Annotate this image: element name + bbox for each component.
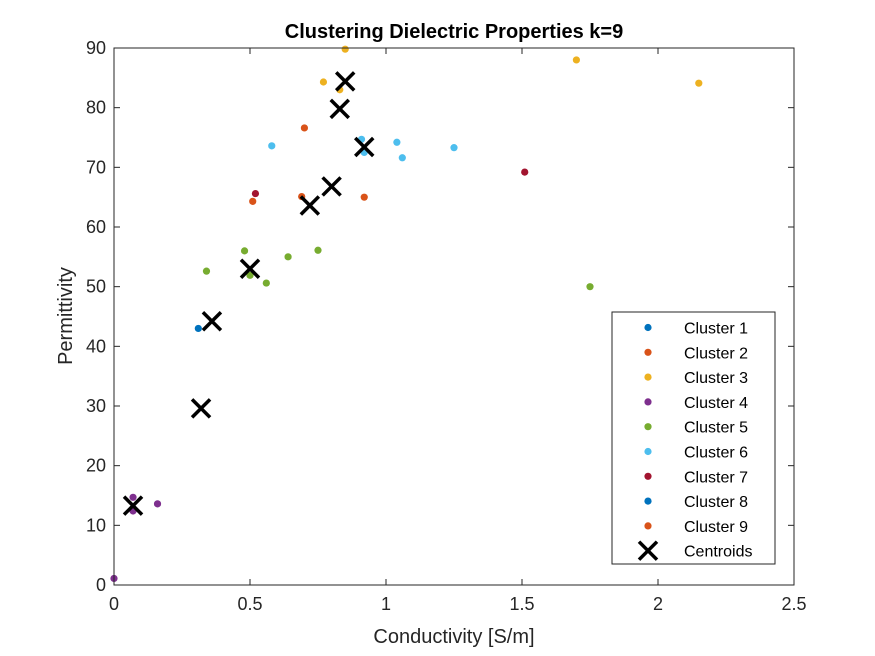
data-point-cluster-6	[268, 142, 276, 150]
centroid-marker	[201, 311, 223, 332]
data-point-cluster-3	[341, 45, 349, 53]
data-point-cluster-6	[450, 144, 458, 152]
legend-marker-cluster-5	[644, 423, 652, 431]
legend-box	[611, 311, 776, 565]
legend-entry-label: Cluster 5	[684, 420, 748, 437]
data-point-cluster-4	[129, 493, 137, 501]
x-tick-label: 0	[109, 594, 119, 614]
x-tick-label: 0.5	[237, 594, 262, 614]
x-tick-label: 1	[381, 594, 391, 614]
data-point-cluster-5	[202, 267, 211, 275]
centroid-marker-stroke	[239, 258, 261, 280]
centroid-marker-stroke	[122, 495, 144, 516]
data-point-cluster-5	[240, 247, 249, 255]
data-point-cluster-3	[695, 79, 703, 87]
data-point-cluster-6	[393, 138, 401, 146]
legend: Cluster 1 Cluster 2 Cluster 3 Cluster 4 Clus…	[611, 311, 776, 565]
legend-marker-centroids-stroke	[637, 540, 659, 561]
y-tick-label: 0	[96, 575, 106, 595]
legend-entry-label: Cluster 9	[684, 519, 748, 536]
centroid-marker	[122, 495, 144, 516]
legend-marker-centroids	[637, 540, 659, 561]
centroid-marker-stroke	[299, 195, 321, 216]
x-tick-label: 1.5	[509, 594, 534, 614]
legend-marker-cluster-2	[644, 348, 652, 356]
centroid-marker	[334, 71, 356, 92]
axis-ticks: 0 0.5 1 1.5 2 2.5 0 10 20 30 40 50 60 70 80 90	[86, 38, 807, 614]
x-tick-label: 2.5	[781, 594, 806, 614]
legend-marker-cluster-3	[644, 373, 652, 381]
legend-entry-label: Cluster 2	[684, 345, 748, 362]
legend-entry-label: Centroids	[684, 544, 752, 561]
y-tick-label: 30	[86, 396, 106, 416]
legend-entry-label: Cluster 3	[684, 370, 748, 387]
legend-marker-cluster-1	[644, 323, 652, 332]
data-point-cluster-5	[262, 279, 270, 287]
centroid-marker-stroke	[321, 176, 342, 197]
centroid-marker	[329, 98, 350, 120]
centroid-marker-stroke	[201, 311, 223, 332]
y-axis-label: Permittivity	[55, 267, 77, 365]
legend-marker-cluster-9	[644, 522, 652, 530]
legend-marker-cluster-7	[644, 472, 652, 480]
centroid-marker	[321, 176, 342, 197]
data-point-cluster-1	[194, 324, 202, 333]
data-point-cluster-5	[314, 246, 322, 254]
centroid-marker	[239, 258, 261, 280]
data-point-cluster-2	[360, 193, 368, 201]
centroid-marker-stroke	[329, 98, 350, 120]
data-point-cluster-6	[398, 154, 406, 162]
data-point-cluster-3	[572, 56, 581, 64]
centroid-marker-stroke	[190, 398, 212, 419]
y-tick-label: 20	[86, 456, 106, 476]
legend-entry-label: Cluster 8	[684, 494, 748, 511]
y-tick-label: 60	[86, 217, 106, 237]
centroid-marker	[190, 398, 212, 419]
data-point-cluster-7	[251, 189, 260, 198]
centroid-marker-stroke	[354, 136, 375, 158]
centroid-marker-stroke	[334, 71, 356, 92]
y-tick-label: 90	[86, 38, 106, 58]
centroid-marker	[354, 136, 375, 158]
x-axis-label: Conductivity [S/m]	[373, 626, 534, 648]
y-tick-label: 10	[86, 515, 106, 535]
y-tick-label: 70	[86, 157, 106, 177]
centroid-marker	[299, 195, 321, 216]
data-points	[110, 45, 703, 583]
legend-entry-label: Cluster 6	[684, 445, 748, 462]
data-point-cluster-5	[246, 271, 254, 279]
y-tick-label: 50	[86, 277, 106, 297]
y-tick-label: 40	[86, 336, 106, 356]
plot-frame	[113, 47, 795, 586]
y-tick-label: 80	[86, 98, 106, 118]
legend-entry-label: Cluster 1	[684, 321, 748, 338]
legend-entry-label: Cluster 7	[684, 469, 748, 486]
chart-title: Clustering Dielectric Properties k=9	[285, 21, 623, 43]
legend-entry-label: Cluster 4	[684, 395, 748, 412]
data-point-cluster-2	[249, 197, 257, 205]
legend-marker-cluster-4	[644, 398, 652, 406]
data-point-cluster-4	[153, 500, 162, 508]
legend-marker-cluster-6	[644, 447, 652, 456]
data-point-cluster-5	[284, 253, 292, 261]
data-point-cluster-7	[521, 168, 529, 176]
legend-marker-cluster-8	[644, 497, 652, 505]
data-point-cluster-3	[319, 78, 328, 86]
data-point-cluster-2	[300, 124, 308, 132]
x-tick-label: 2	[653, 594, 663, 614]
data-point-cluster-5	[586, 283, 594, 291]
